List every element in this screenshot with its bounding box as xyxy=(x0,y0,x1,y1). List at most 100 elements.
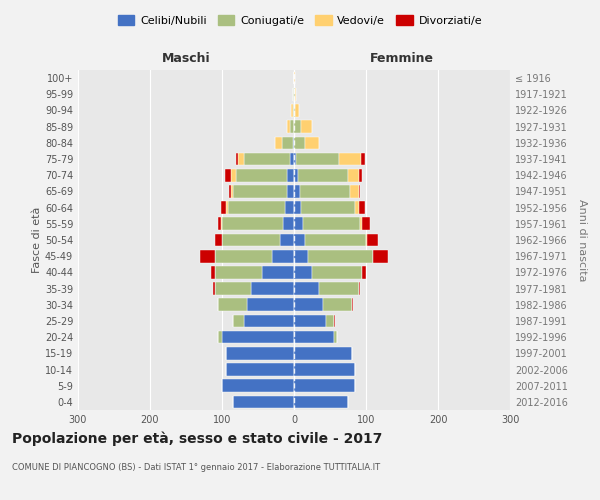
Bar xyxy=(294,202,301,214)
Bar xyxy=(294,104,295,117)
Bar xyxy=(323,298,352,311)
Bar xyxy=(355,202,359,214)
Bar xyxy=(294,298,323,311)
Bar xyxy=(312,266,362,278)
Text: Popolazione per età, sesso e stato civile - 2017: Popolazione per età, sesso e stato civil… xyxy=(12,431,382,446)
Bar xyxy=(334,314,335,328)
Bar xyxy=(296,152,340,166)
Y-axis label: Anni di nascita: Anni di nascita xyxy=(577,198,587,281)
Bar xyxy=(294,363,355,376)
Bar xyxy=(230,185,233,198)
Bar xyxy=(238,152,244,166)
Bar xyxy=(222,331,294,344)
Bar xyxy=(295,104,299,117)
Bar xyxy=(294,88,295,101)
Bar xyxy=(366,234,367,246)
Bar xyxy=(272,250,294,262)
Bar xyxy=(300,185,350,198)
Bar xyxy=(326,314,334,328)
Bar xyxy=(340,152,361,166)
Bar xyxy=(280,234,294,246)
Bar xyxy=(283,218,294,230)
Bar xyxy=(350,185,359,198)
Bar xyxy=(244,314,294,328)
Bar xyxy=(301,202,355,214)
Bar xyxy=(359,185,360,198)
Bar xyxy=(290,152,294,166)
Bar xyxy=(229,185,230,198)
Bar xyxy=(373,250,388,262)
Bar xyxy=(222,218,283,230)
Bar xyxy=(359,202,365,214)
Bar xyxy=(302,218,360,230)
Bar xyxy=(293,104,294,117)
Bar xyxy=(362,218,370,230)
Bar xyxy=(275,136,282,149)
Bar xyxy=(294,380,355,392)
Bar xyxy=(301,120,312,133)
Bar xyxy=(215,282,251,295)
Bar xyxy=(247,298,294,311)
Bar xyxy=(294,266,312,278)
Bar xyxy=(291,104,293,117)
Bar xyxy=(308,250,373,262)
Bar xyxy=(348,169,359,181)
Bar xyxy=(225,169,230,181)
Bar xyxy=(236,152,238,166)
Bar xyxy=(294,396,348,408)
Bar xyxy=(294,282,319,295)
Bar xyxy=(294,250,308,262)
Bar xyxy=(251,282,294,295)
Bar xyxy=(287,185,294,198)
Bar xyxy=(222,380,294,392)
Bar xyxy=(212,282,215,295)
Bar xyxy=(287,120,290,133)
Bar xyxy=(222,234,280,246)
Text: COMUNE DI PIANCOGNO (BS) - Dati ISTAT 1° gennaio 2017 - Elaborazione TUTTITALIA.: COMUNE DI PIANCOGNO (BS) - Dati ISTAT 1°… xyxy=(12,463,380,472)
Bar xyxy=(215,234,222,246)
Bar xyxy=(226,363,294,376)
Bar xyxy=(221,202,226,214)
Bar xyxy=(262,266,294,278)
Bar xyxy=(294,314,326,328)
Bar xyxy=(293,88,294,101)
Bar xyxy=(218,218,221,230)
Bar xyxy=(215,250,272,262)
Bar xyxy=(294,169,298,181)
Bar xyxy=(360,218,362,230)
Bar xyxy=(211,266,215,278)
Y-axis label: Fasce di età: Fasce di età xyxy=(32,207,42,273)
Bar xyxy=(228,202,286,214)
Bar xyxy=(294,185,300,198)
Text: Maschi: Maschi xyxy=(161,52,211,65)
Bar xyxy=(293,136,294,149)
Bar xyxy=(294,331,334,344)
Bar xyxy=(287,169,294,181)
Bar xyxy=(352,298,353,311)
Bar xyxy=(298,169,348,181)
Bar xyxy=(218,298,247,311)
Bar xyxy=(359,169,362,181)
Bar xyxy=(294,218,302,230)
Bar xyxy=(294,347,352,360)
Bar xyxy=(282,136,293,149)
Bar xyxy=(367,234,378,246)
Bar xyxy=(294,234,305,246)
Bar xyxy=(218,331,222,344)
Bar xyxy=(294,136,305,149)
Bar xyxy=(244,152,290,166)
Bar xyxy=(221,218,222,230)
Text: Femmine: Femmine xyxy=(370,52,434,65)
Bar xyxy=(305,234,366,246)
Bar xyxy=(215,266,262,278)
Bar xyxy=(361,152,365,166)
Bar xyxy=(359,282,360,295)
Bar xyxy=(294,120,301,133)
Bar xyxy=(294,152,296,166)
Bar xyxy=(233,185,287,198)
Bar xyxy=(226,202,228,214)
Bar xyxy=(236,169,287,181)
Bar xyxy=(230,169,236,181)
Bar xyxy=(200,250,215,262)
Bar xyxy=(233,396,294,408)
